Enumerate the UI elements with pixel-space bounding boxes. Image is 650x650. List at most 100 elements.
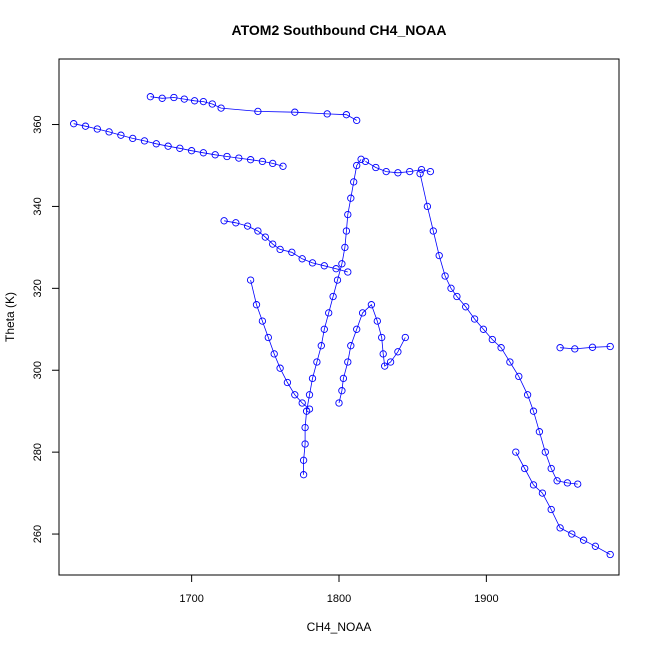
data-point bbox=[180, 95, 188, 103]
x-tick-label: 1800 bbox=[327, 593, 351, 605]
data-point bbox=[556, 344, 564, 352]
series-left-descending-arc bbox=[246, 276, 314, 413]
data-point bbox=[344, 210, 352, 219]
y-tick-label: 300 bbox=[32, 361, 44, 379]
x-axis: 1700 1800 1900 bbox=[179, 575, 499, 605]
data-point bbox=[158, 94, 166, 102]
data-point bbox=[588, 343, 597, 351]
data-point bbox=[344, 358, 352, 366]
data-point bbox=[269, 159, 277, 168]
data-point bbox=[176, 144, 184, 152]
series-right-outliers bbox=[556, 342, 614, 353]
data-point bbox=[606, 550, 614, 559]
data-point bbox=[574, 480, 582, 488]
data-point bbox=[372, 163, 380, 172]
series-upper-left-stratospheric-branch bbox=[70, 120, 287, 170]
data-point bbox=[416, 170, 424, 178]
data-point bbox=[394, 348, 402, 356]
y-axis: 260 280 300 320 340 360 bbox=[32, 115, 59, 543]
series-central-vertical-column bbox=[299, 155, 365, 479]
data-point bbox=[379, 350, 387, 358]
data-point bbox=[347, 342, 355, 350]
data-point bbox=[333, 276, 342, 284]
data-point bbox=[342, 227, 351, 235]
data-point bbox=[81, 122, 90, 130]
x-tick-label: 1900 bbox=[474, 593, 498, 605]
data-point bbox=[217, 104, 225, 112]
data-point bbox=[317, 342, 325, 350]
data-point bbox=[382, 167, 390, 176]
data-point bbox=[164, 142, 172, 150]
x-axis-label: CH4_NOAA bbox=[307, 620, 372, 634]
data-point bbox=[556, 524, 564, 532]
data-point bbox=[220, 217, 228, 225]
data-point bbox=[93, 125, 101, 133]
data-point bbox=[529, 407, 538, 415]
data-point bbox=[291, 391, 299, 399]
y-tick-label: 340 bbox=[32, 197, 44, 215]
data-point bbox=[264, 333, 272, 342]
data-point bbox=[301, 423, 309, 432]
data-point bbox=[308, 374, 317, 383]
data-point bbox=[568, 530, 576, 538]
data-point bbox=[417, 165, 426, 174]
data-point bbox=[470, 315, 479, 323]
data-point bbox=[269, 240, 277, 248]
data-point bbox=[541, 448, 549, 456]
data-point bbox=[246, 156, 255, 164]
data-point bbox=[339, 374, 348, 383]
data-point bbox=[344, 268, 352, 276]
data-point bbox=[535, 428, 544, 436]
data-point bbox=[353, 116, 361, 125]
series-layer bbox=[70, 93, 614, 559]
data-point bbox=[429, 227, 437, 235]
data-point bbox=[235, 154, 243, 162]
series-upper-left-top-cluster bbox=[146, 93, 361, 125]
data-point bbox=[497, 344, 505, 352]
data-point bbox=[338, 387, 346, 395]
series-right-lower-tail bbox=[512, 448, 614, 559]
data-point bbox=[291, 108, 299, 116]
series-line bbox=[303, 159, 362, 475]
series-line bbox=[515, 451, 611, 555]
data-point bbox=[523, 391, 532, 399]
y-tick-label: 360 bbox=[32, 115, 44, 133]
data-point bbox=[187, 147, 196, 155]
data-point bbox=[70, 120, 78, 128]
data-point bbox=[606, 342, 614, 351]
data-point bbox=[305, 391, 314, 399]
data-point bbox=[357, 155, 365, 163]
y-tick-label: 280 bbox=[32, 443, 44, 461]
data-point bbox=[299, 456, 308, 464]
data-point bbox=[435, 251, 443, 260]
series-upper-right-cap bbox=[361, 157, 435, 177]
data-point bbox=[140, 137, 149, 145]
data-point bbox=[261, 233, 269, 241]
series-line bbox=[338, 303, 406, 404]
data-point bbox=[258, 317, 267, 325]
data-point bbox=[129, 134, 137, 143]
data-point bbox=[199, 97, 208, 106]
data-point bbox=[335, 399, 343, 407]
chart-title: ATOM2 Southbound CH4_NOAA bbox=[232, 22, 447, 38]
data-point bbox=[512, 448, 520, 456]
data-point bbox=[386, 358, 395, 366]
data-point bbox=[394, 169, 402, 177]
y-tick-label: 320 bbox=[32, 279, 44, 297]
data-point bbox=[547, 505, 555, 514]
data-point bbox=[258, 157, 267, 166]
data-point bbox=[320, 262, 328, 270]
data-point bbox=[401, 333, 409, 342]
data-point bbox=[279, 162, 287, 170]
data-point bbox=[211, 151, 219, 159]
series-right-descending-band bbox=[416, 170, 582, 488]
data-point bbox=[288, 248, 296, 256]
data-point bbox=[254, 227, 262, 235]
data-point bbox=[547, 464, 555, 473]
series-mid-left-cluster bbox=[220, 217, 352, 276]
data-point bbox=[453, 292, 461, 301]
data-point bbox=[515, 372, 523, 381]
data-point bbox=[276, 364, 284, 372]
